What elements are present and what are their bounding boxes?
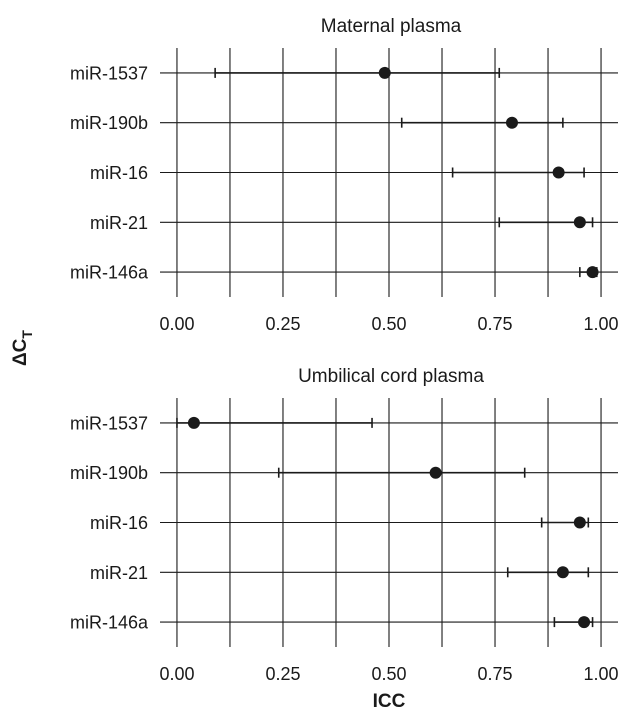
x-tick-label: 1.00 [584,314,619,334]
category-label: miR-190b [70,113,148,133]
x-axis-label: ICC [373,691,406,712]
category-label: miR-190b [70,463,148,483]
panel-title: Umbilical cord plasma [298,366,484,387]
category-label: miR-1537 [70,63,148,83]
category-label: miR-146a [70,263,149,283]
estimate-point [378,66,391,79]
estimate-point [429,466,442,479]
estimate-point [578,616,591,629]
estimate-point [586,266,599,279]
x-tick-label: 0.50 [371,664,406,684]
estimate-point [187,416,200,429]
estimate-point [552,166,565,179]
category-label: miR-146a [70,613,149,633]
panel-maternal-plasma: Maternal plasma 0.00 0.25 0.50 0.75 1.00 miR-1… [70,16,619,334]
x-tick-label: 0.75 [477,664,512,684]
panel-umbilical-cord-plasma: Umbilical cord plasma 0.00 0.25 0.50 0.75 1.0… [70,366,619,684]
category-label: miR-21 [90,563,148,583]
x-tick-label: 0.50 [371,314,406,334]
estimate-point [505,116,518,129]
estimate-point [573,516,586,529]
category-label: miR-16 [90,513,148,533]
x-tick-label: 0.25 [265,664,300,684]
x-tick-label: 0.00 [159,664,194,684]
category-label: miR-16 [90,163,148,183]
x-tick-label: 0.75 [477,314,512,334]
x-tick-label: 1.00 [584,664,619,684]
y-axis-label: ΔCT [10,330,35,366]
estimate-point [556,566,569,579]
x-tick-label: 0.25 [265,314,300,334]
category-label: miR-1537 [70,413,148,433]
x-tick-label: 0.00 [159,314,194,334]
estimate-point [573,216,586,229]
panel-title: Maternal plasma [321,16,462,37]
category-label: miR-21 [90,213,148,233]
